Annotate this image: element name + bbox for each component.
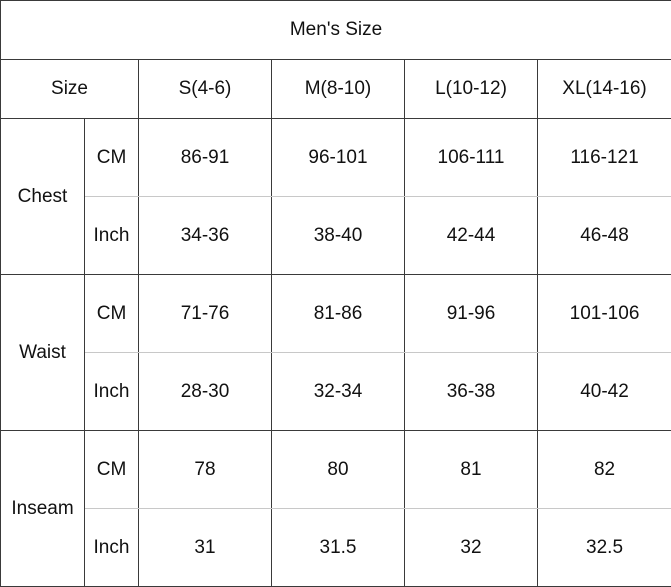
- table-cell: 32: [404, 508, 538, 587]
- table-cell: 81-86: [271, 274, 405, 353]
- measure-label-waist: Waist: [0, 274, 85, 431]
- table-cell: 32.5: [536, 508, 671, 587]
- table-title: Men's Size: [0, 0, 671, 60]
- table-cell: 28-30: [138, 352, 272, 431]
- table-row: Inseam CM 78 80 81 82: [0, 430, 671, 587]
- table-cell: 46-48: [536, 196, 671, 275]
- unit-label: CM: [84, 430, 139, 509]
- size-header-m: M(8-10): [271, 59, 405, 119]
- unit-label: Inch: [84, 196, 139, 275]
- table-cell: 34-36: [138, 196, 272, 275]
- unit-label: Inch: [84, 352, 139, 431]
- table-cell: 38-40: [271, 196, 405, 275]
- unit-label: CM: [84, 118, 139, 197]
- table-cell: 116-121: [536, 118, 671, 197]
- table-row: Waist CM 71-76 81-86 91-96 101-106: [0, 274, 671, 431]
- unit-label: CM: [84, 274, 139, 353]
- unit-label: Inch: [84, 508, 139, 587]
- header-row: Size S(4-6) M(8-10) L(10-12) XL(14-16): [0, 59, 671, 119]
- table-cell: 40-42: [536, 352, 671, 431]
- measure-label-inseam: Inseam: [0, 430, 85, 587]
- table-row: Inch 34-36 38-40 42-44 46-48: [1, 196, 671, 275]
- size-header-s: S(4-6): [138, 59, 272, 119]
- table-cell: 36-38: [404, 352, 538, 431]
- table-cell: 91-96: [404, 274, 538, 353]
- table-cell: 96-101: [271, 118, 405, 197]
- table-cell: 31.5: [271, 508, 405, 587]
- table-row: Chest CM 86-91 96-101 106-111 116-121: [0, 118, 671, 275]
- table-row: Inch 28-30 32-34 36-38 40-42: [1, 352, 671, 431]
- table-row: Inch 31 31.5 32 32.5: [1, 508, 671, 587]
- table-cell: 82: [536, 430, 671, 509]
- table-cell: 32-34: [271, 352, 405, 431]
- size-header-label: Size: [0, 59, 139, 119]
- table-cell: 78: [138, 430, 272, 509]
- table-cell: 86-91: [138, 118, 272, 197]
- measure-label-chest: Chest: [0, 118, 85, 275]
- table-cell: 80: [271, 430, 405, 509]
- title-row: Men's Size: [0, 0, 671, 60]
- table-cell: 71-76: [138, 274, 272, 353]
- table-cell: 101-106: [536, 274, 671, 353]
- size-header-xl: XL(14-16): [536, 59, 671, 119]
- table-cell: 106-111: [404, 118, 538, 197]
- table-cell: 42-44: [404, 196, 538, 275]
- table-cell: 31: [138, 508, 272, 587]
- size-header-l: L(10-12): [404, 59, 538, 119]
- table-cell: 81: [404, 430, 538, 509]
